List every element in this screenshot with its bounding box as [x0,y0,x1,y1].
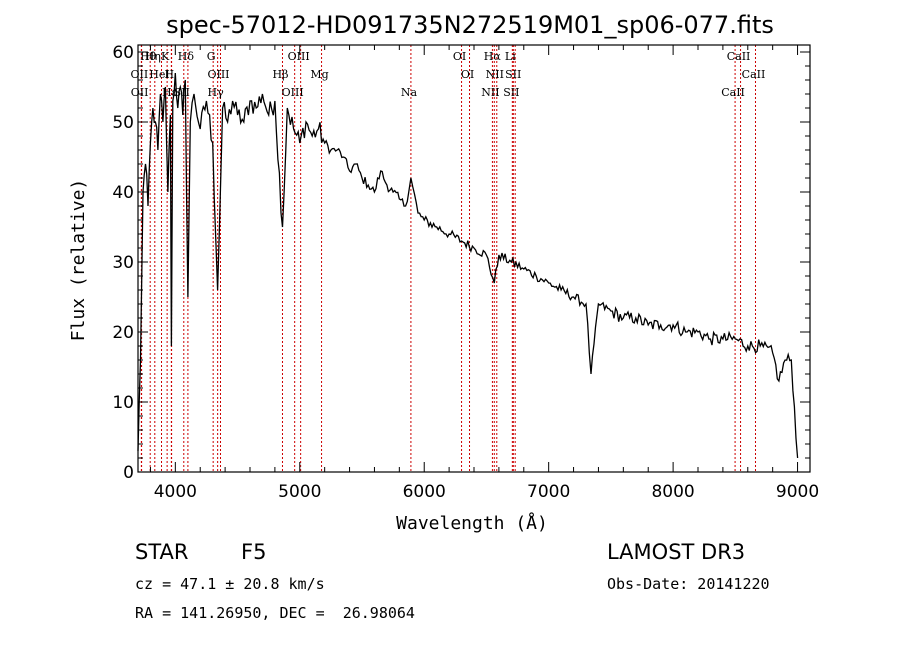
line-label: OI [461,68,474,81]
line-label: SII [505,68,521,81]
x-tick-label: 6000 [403,482,446,502]
y-tick-label: 50 [112,113,134,133]
y-tick-label: 60 [112,43,134,63]
line-label: Hα [484,50,502,63]
line-label: OIII [282,86,304,99]
y-tick-label: 20 [112,323,134,343]
line-label: Hγ [208,86,225,99]
spectrum-line [137,72,799,459]
line-label: CaII [721,86,745,99]
line-label: Hδ [178,50,195,63]
x-axis: 4000 5000 6000 7000 8000 9000 [149,45,819,502]
x-tick-label: 4000 [154,482,197,502]
y-tick-label: 30 [112,253,134,273]
chart-title: spec-57012-HD091735N272519M01_sp06-077.f… [166,11,774,39]
line-label: OII [131,68,149,81]
line-label: OI [453,50,466,63]
ra-dec: RA = 141.26950, DEC = 26.98064 [135,604,415,622]
x-tick-label: 7000 [527,482,570,502]
line-label: NII [481,86,499,99]
y-axis: 0 10 20 30 40 50 60 [112,43,810,483]
observation-date: Obs-Date: 20141220 [607,575,770,593]
y-axis-label: Flux (relative) [68,179,89,342]
line-label: Hθ [140,50,157,63]
line-label: Li [505,50,516,63]
line-label: Hη [145,50,161,63]
y-tick-label: 40 [112,183,134,203]
line-labels: HθOIIOIIHηHeIHεKHSIIHδOIIIHγGHβOIIIOIIIM… [131,50,766,99]
line-label: OIII [207,68,229,81]
line-label: CaII [727,50,751,63]
line-label: K [161,50,170,63]
line-label: Mg [310,68,328,81]
line-label: G [207,50,216,63]
line-label: Hβ [273,68,289,81]
line-label: NII [486,68,504,81]
x-axis-label: Wavelength (Å) [396,512,548,534]
line-markers [140,45,756,472]
plot-frame [137,44,811,473]
survey-name: LAMOST DR3 [607,540,746,564]
y-tick-label: 0 [123,463,134,483]
x-tick-label: 8000 [651,482,694,502]
line-label: OIII [288,50,310,63]
x-tick-label: 9000 [776,482,819,502]
redshift-velocity: cz = 47.1 ± 20.8 km/s [135,575,325,593]
line-label: Na [401,86,418,99]
object-subclass: F5 [241,540,267,564]
line-label: HeI [149,68,169,81]
line-label: SII [503,86,519,99]
y-tick-label: 10 [112,393,134,413]
x-tick-label: 5000 [278,482,321,502]
line-label: CaII [742,68,766,81]
object-class: STAR [135,540,189,564]
line-label: H [165,68,175,81]
line-label: OII [131,86,149,99]
